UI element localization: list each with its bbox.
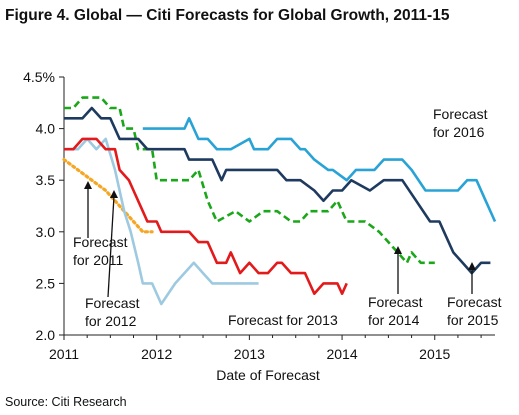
x-tick-label: 2014 — [326, 346, 357, 362]
x-axis-title: Date of Forecast — [216, 367, 320, 383]
arrow-head-icon — [394, 246, 402, 254]
arrow-head-icon — [110, 190, 118, 198]
annotation-4: Forecast for 2014 — [368, 246, 423, 328]
series-line-6 — [142, 117, 497, 223]
annotation-label: Forecast — [433, 106, 488, 122]
annotation-label: for 2015 — [447, 312, 499, 328]
series-line-4 — [64, 96, 435, 265]
annotation-label: for 2014 — [368, 312, 420, 328]
y-tick-label: 3.5 — [36, 172, 56, 188]
annotation-2: Forecast for 2012 — [85, 190, 140, 329]
annotation-label: Forecast — [73, 234, 128, 250]
source-note: Source: Citi Research — [5, 395, 127, 409]
annotation-6: Forecast for 2016 — [433, 106, 488, 140]
annotation-arrow — [107, 195, 115, 298]
annotation-label: Forecast — [447, 294, 502, 310]
series-line-5 — [64, 106, 491, 275]
x-tick-label: 2013 — [234, 346, 265, 362]
arrow-head-icon — [468, 262, 476, 270]
annotation-label: for 2012 — [85, 313, 137, 329]
y-tick-label: 3.0 — [36, 224, 56, 240]
annotation-3: Forecast for 2013 — [228, 312, 338, 328]
annotation-label: Forecast — [85, 295, 140, 311]
annotation-5: Forecast for 2015 — [447, 262, 502, 328]
x-tick-label: 2011 — [49, 346, 79, 362]
y-tick-label: 4.5% — [23, 69, 55, 85]
y-tick-label: 2.5 — [36, 275, 56, 291]
series-line-2 — [64, 137, 259, 306]
x-tick-label: 2012 — [141, 346, 172, 362]
x-tick-label: 2015 — [419, 346, 450, 362]
annotation-label: Forecast — [368, 294, 423, 310]
annotation-label: for 2016 — [433, 124, 485, 140]
series-line-3 — [64, 137, 348, 296]
annotation-label: Forecast for 2013 — [228, 312, 338, 328]
chart-title: Figure 4. Global — Citi Forecasts for Gl… — [5, 7, 450, 24]
y-tick-label: 4.0 — [36, 121, 56, 137]
y-tick-label: 2.0 — [36, 327, 56, 343]
annotation-label: for 2011 — [73, 252, 124, 268]
arrow-head-icon — [84, 181, 92, 189]
series-lines — [62, 96, 497, 306]
axes: 2.0 2.5 3.0 3.5 4.0 4.5% 2011 2012 2013 2014 2015 — [23, 69, 495, 362]
series-line-1 — [62, 158, 154, 234]
